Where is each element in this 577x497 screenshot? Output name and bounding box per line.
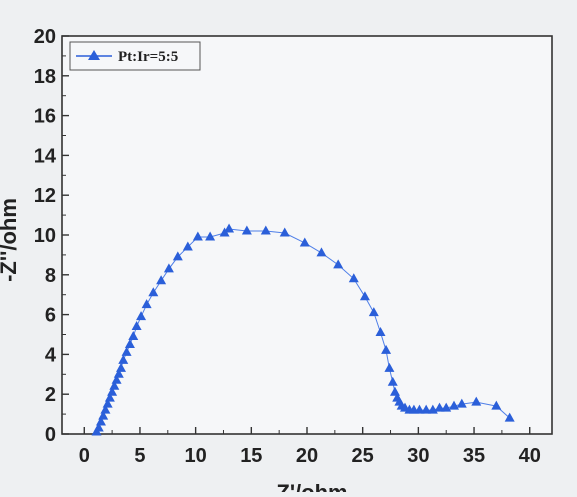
data-point-marker (381, 344, 392, 354)
data-point-marker (368, 307, 379, 317)
y-tick-label: 10 (34, 225, 56, 247)
data-point-marker (182, 241, 193, 251)
x-tick-label: 0 (79, 445, 90, 467)
data-point-marker (449, 400, 459, 410)
x-tick-label: 30 (407, 445, 429, 467)
data-point-marker (260, 225, 271, 235)
data-point-marker (104, 392, 115, 402)
data-point-marker (148, 287, 159, 297)
legend-marker (88, 50, 100, 60)
data-point-marker (98, 410, 109, 420)
y-tick-label: 0 (45, 424, 56, 446)
data-point-marker (359, 291, 370, 301)
data-point-marker (384, 362, 395, 372)
y-tick-label: 2 (45, 384, 56, 406)
data-point-marker (504, 412, 515, 422)
data-point-marker (471, 396, 482, 406)
data-point-marker (102, 398, 113, 408)
data-point-marker (121, 346, 132, 356)
data-point-marker (316, 247, 327, 257)
data-point-marker (375, 327, 386, 337)
x-tick-label: 20 (296, 445, 318, 467)
x-axis-ticks: 0 5 10 15 20 25 30 35 40 (79, 427, 541, 467)
data-point-marker (333, 259, 344, 269)
y-axis-label: -Z''/ohm (0, 198, 21, 282)
data-point-marker (205, 231, 216, 241)
y-tick-label: 18 (34, 66, 56, 88)
x-tick-label: 40 (519, 445, 541, 467)
data-point-marker (100, 404, 111, 414)
y-tick-label: 16 (34, 106, 56, 128)
data-point-marker (491, 400, 502, 410)
x-tick-label: 10 (185, 445, 207, 467)
y-tick-label: 6 (45, 305, 56, 327)
data-point-marker (141, 299, 152, 309)
data-point-marker (131, 321, 142, 331)
y-tick-label: 4 (45, 344, 57, 366)
data-point-marker (441, 402, 452, 412)
data-point-marker (124, 338, 135, 348)
x-axis-label: Z'/ohm (276, 480, 347, 492)
data-point-marker (109, 380, 120, 390)
data-point-marker (156, 275, 167, 285)
data-point-marker (93, 422, 104, 432)
data-point-marker (163, 263, 174, 273)
data-point-marker (456, 398, 467, 408)
y-tick-label: 12 (34, 185, 56, 207)
data-point-marker (192, 231, 203, 241)
data-point-marker (348, 273, 359, 283)
data-points (91, 223, 515, 436)
data-point-marker (118, 354, 129, 364)
y-tick-label: 8 (45, 265, 56, 287)
x-tick-label: 35 (463, 445, 485, 467)
y-tick-label: 14 (34, 145, 57, 167)
data-point-marker (116, 362, 127, 372)
data-point-marker (111, 374, 122, 384)
data-point-marker (299, 237, 310, 247)
data-point-marker (387, 376, 398, 386)
x-tick-label: 5 (134, 445, 145, 467)
y-tick-label: 20 (34, 26, 56, 48)
data-point-marker (224, 223, 235, 233)
data-point-marker (107, 386, 118, 396)
data-point-marker (113, 368, 124, 378)
plot-area (61, 35, 553, 435)
legend: Pt:Ir=5:5 (69, 41, 201, 71)
y-axis-ticks: 0 2 4 6 8 10 12 14 16 18 20 (34, 26, 69, 446)
data-point-marker (136, 311, 147, 321)
x-tick-label: 15 (240, 445, 262, 467)
data-point-marker (172, 251, 183, 261)
data-point-marker (421, 404, 432, 414)
data-point-marker (95, 416, 106, 426)
data-point-marker (241, 225, 252, 235)
data-point-marker (434, 402, 445, 412)
data-point-marker (414, 404, 425, 414)
data-point-marker (279, 227, 290, 237)
legend-label: Pt:Ir=5:5 (118, 49, 178, 65)
data-point-marker (128, 330, 139, 340)
x-tick-label: 25 (352, 445, 374, 467)
